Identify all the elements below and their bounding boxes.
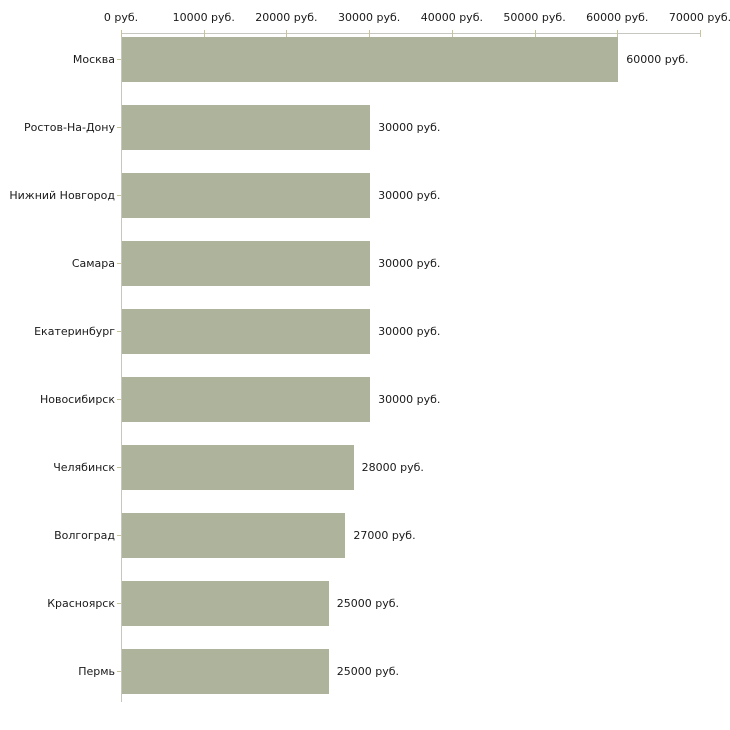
bar	[122, 377, 371, 422]
x-tick-label: 30000 руб.	[338, 11, 401, 24]
category-label: Челябинск	[53, 461, 115, 474]
x-tick-label: 10000 руб.	[172, 11, 235, 24]
x-tick-mark	[203, 30, 205, 37]
category-label: Самара	[71, 257, 115, 270]
bar	[122, 513, 346, 558]
x-tick-label: 50000 руб.	[503, 11, 566, 24]
y-tick-mark	[117, 263, 121, 264]
y-tick-mark	[117, 603, 121, 604]
bar	[122, 241, 371, 286]
value-label: 25000 руб.	[336, 597, 400, 610]
y-axis-line	[121, 33, 122, 702]
category-label: Екатеринбург	[34, 325, 115, 338]
y-tick-mark	[117, 467, 121, 468]
x-tick-label: 70000 руб.	[668, 11, 730, 24]
x-tick-mark	[617, 30, 619, 37]
category-label: Красноярск	[47, 597, 115, 610]
bar	[122, 105, 371, 150]
bar	[122, 309, 371, 354]
x-tick-mark	[700, 30, 701, 37]
x-tick-label: 60000 руб.	[586, 11, 649, 24]
category-label: Новосибирск	[39, 393, 115, 406]
value-label: 30000 руб.	[378, 325, 441, 338]
y-tick-mark	[117, 331, 121, 332]
category-label: Волгоград	[54, 529, 115, 542]
x-axis-line	[121, 33, 701, 34]
y-tick-mark	[117, 671, 121, 672]
y-tick-mark	[117, 59, 121, 60]
value-label: 25000 руб.	[336, 665, 400, 678]
value-label: 30000 руб.	[378, 189, 441, 202]
value-label: 28000 руб.	[361, 461, 424, 474]
category-label: Москва	[72, 53, 115, 66]
value-label: 27000 руб.	[353, 529, 416, 542]
y-tick-mark	[117, 535, 121, 536]
x-tick-label: 20000 руб.	[255, 11, 318, 24]
x-tick-mark	[286, 30, 288, 37]
y-tick-mark	[117, 399, 121, 400]
value-label: 30000 руб.	[378, 257, 441, 270]
value-label: 30000 руб.	[378, 393, 441, 406]
x-tick-label: 40000 руб.	[420, 11, 483, 24]
bar	[122, 173, 371, 218]
value-label: 60000 руб.	[626, 53, 689, 66]
y-tick-mark	[117, 127, 121, 128]
bar	[122, 581, 329, 626]
category-label: Пермь	[78, 665, 115, 678]
value-label: 30000 руб.	[378, 121, 441, 134]
category-label: Ростов-На-Дону	[23, 121, 115, 134]
bar	[122, 649, 329, 694]
x-tick-mark	[369, 30, 371, 37]
bar	[122, 445, 354, 490]
x-tick-mark	[121, 30, 122, 37]
y-tick-mark	[117, 195, 121, 196]
bar	[122, 37, 619, 82]
x-tick-label: 0 руб.	[103, 11, 139, 24]
x-tick-mark	[451, 30, 453, 37]
category-label: Нижний Новгород	[9, 189, 115, 202]
x-tick-mark	[534, 30, 536, 37]
